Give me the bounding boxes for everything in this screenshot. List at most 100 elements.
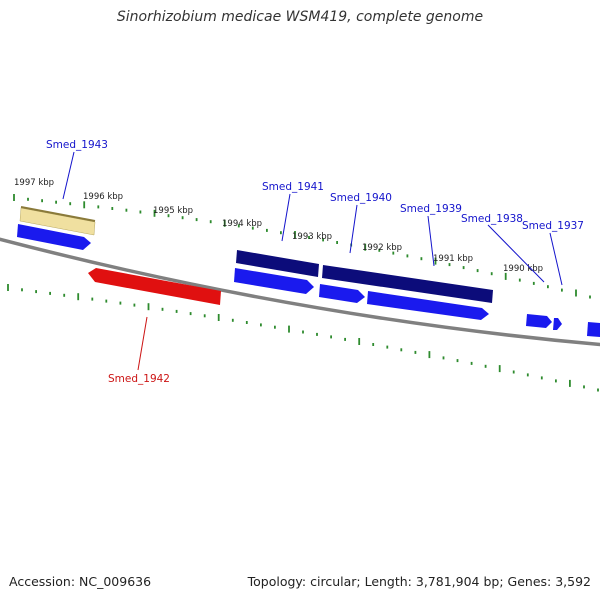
major-tick [83,201,86,209]
gene-label-smed-1941[interactable]: Smed_1941 [262,181,324,193]
minor-tick [526,373,529,377]
minor-tick [69,202,72,206]
minor-tick [442,356,445,360]
scale-label: 1996 kbp [83,192,123,202]
minor-tick [386,345,389,349]
minor-tick [49,291,51,295]
major-tick [217,314,220,321]
minor-tick [274,325,276,329]
gene-arrow-smed-1939[interactable] [367,291,489,320]
gene-arrow-edge[interactable] [587,322,600,337]
gene-label-smed-1943[interactable]: Smed_1943 [46,139,108,151]
major-tick [364,243,367,251]
minor-tick [27,197,29,201]
minor-tick [203,314,206,318]
gene-label-smed-1938[interactable]: Smed_1938 [461,213,523,225]
gene-label-smed-1940[interactable]: Smed_1940 [330,192,392,204]
minor-tick [195,218,198,222]
gene-label-smed-1939[interactable]: Smed_1939 [400,203,462,215]
gene-label-smed-1942[interactable]: Smed_1942 [108,373,170,385]
label-leader [281,193,291,242]
gene-arrow-smed-1942[interactable] [88,268,221,305]
cds-block-smed-1940[interactable] [322,265,493,303]
scale-label: 1993 kbp [292,232,332,242]
map-title: Sinorhizobium medicae WSM419, complete g… [116,9,484,25]
minor-tick [231,318,234,322]
minor-tick [406,254,409,258]
minor-tick [372,343,375,346]
scale-label: 1994 kbp [222,219,262,229]
label-leader [137,316,148,371]
label-leader [427,215,435,267]
scale-label: 1992 kbp [362,243,402,253]
major-tick [288,325,290,333]
minor-tick [161,307,164,311]
minor-tick [589,295,591,299]
scale-label: 1997 kbp [14,178,54,188]
major-tick [77,293,80,301]
minor-tick [175,309,178,313]
minor-tick [456,359,459,363]
label-leader [487,224,545,283]
minor-tick [400,348,403,352]
cds-block-smed-1941[interactable] [236,250,319,277]
minor-tick [336,241,338,244]
genome-backbone [0,237,600,347]
upper-tick-track [13,194,591,299]
minor-tick [308,236,310,239]
minor-tick [476,269,479,273]
minor-tick [167,214,170,218]
gene-arrow-smed-1938[interactable] [526,314,552,328]
minor-tick [555,379,557,383]
major-tick [504,272,507,280]
minor-tick [470,361,473,365]
gene-label-smed-1937[interactable]: Smed_1937 [522,220,584,232]
minor-tick [518,278,521,282]
major-tick [498,365,501,373]
minor-tick [322,238,324,242]
minor-tick [532,281,535,285]
gene-arrow-smed-1943[interactable] [17,224,91,250]
minor-tick [266,228,268,232]
minor-tick [280,231,282,235]
minor-tick [111,207,114,210]
gene-arrow-smed-1940[interactable] [319,284,365,303]
major-tick [358,338,361,345]
minor-tick [392,251,395,255]
minor-tick [490,272,493,276]
minor-tick [547,285,549,289]
minor-tick [105,299,108,303]
minor-tick [41,199,43,203]
major-tick [434,257,437,265]
gene-arrow-smed-1941[interactable] [234,268,314,294]
lower-tick-track [7,284,599,392]
minor-tick [97,205,100,209]
minor-tick [91,297,94,301]
label-leader [549,232,563,286]
minor-tick [35,290,37,294]
minor-tick [540,376,543,380]
minor-tick [133,303,136,307]
minor-tick [55,200,57,204]
genome-summary: Topology: circular; Length: 3,781,904 bp… [247,574,591,589]
minor-tick [181,216,184,220]
major-tick [223,219,226,227]
minor-tick [512,370,515,374]
minor-tick [302,330,304,334]
scale-label: 1995 kbp [153,206,193,216]
minor-tick [330,335,332,339]
minor-tick [583,385,585,389]
minor-tick [139,210,142,214]
minor-tick [119,301,122,305]
minor-tick [237,224,240,228]
minor-tick [251,226,254,230]
major-tick [153,209,156,217]
minor-tick [63,293,66,297]
minor-tick [21,288,23,292]
minor-tick [448,263,451,267]
minor-tick [209,220,212,224]
major-tick [294,231,296,238]
major-tick [13,194,15,201]
gene-arrow-smed-1937[interactable] [553,318,562,330]
